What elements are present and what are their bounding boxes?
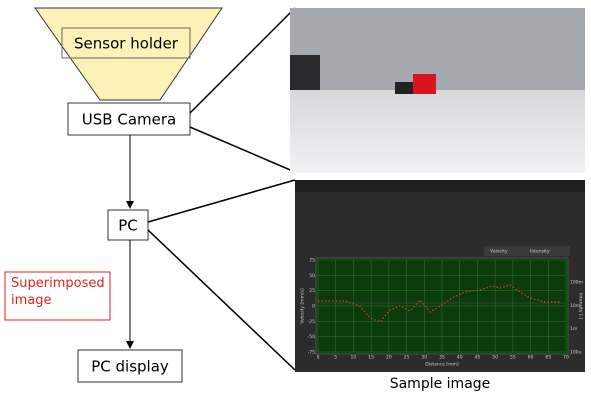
- y-tick-label: 0: [312, 304, 315, 310]
- x-axis-label: Distance [mm]: [425, 362, 459, 368]
- connector: [148, 180, 295, 222]
- x-tick-label: 0: [317, 355, 320, 361]
- x-tick-label: 55: [510, 355, 516, 361]
- x-tick-label: 20: [386, 355, 392, 361]
- y2-tick-label: 100m: [570, 280, 583, 286]
- x-tick-label: 5: [334, 355, 337, 361]
- node-label: PC display: [91, 358, 169, 376]
- y-tick-label: 50: [309, 273, 315, 279]
- node-label: PC: [118, 217, 138, 235]
- x-tick-label: 30: [421, 355, 427, 361]
- y2-tick-label: 100u: [570, 350, 582, 356]
- holder-shape: [35, 8, 222, 100]
- x-tick-label: 60: [528, 355, 534, 361]
- caption: Sample image: [390, 376, 491, 392]
- x-tick-label: 35: [439, 355, 445, 361]
- node-label: USB Camera: [82, 111, 176, 129]
- connector: [190, 127, 295, 172]
- y-tick-label: -25: [308, 319, 315, 325]
- x-tick-label: 50: [492, 355, 498, 361]
- y-tick-label: 75: [309, 258, 315, 264]
- x-tick-label: 45: [475, 355, 481, 361]
- connector: [148, 230, 295, 370]
- y-tick-label: -75: [308, 350, 315, 356]
- y-tick-label: 25: [309, 288, 315, 294]
- x-tick-label: 65: [545, 355, 551, 361]
- x-tick-label: 25: [404, 355, 410, 361]
- y-axis-label: Velocity [mm/s]: [300, 288, 306, 323]
- y2-tick-label: 1m: [570, 326, 577, 332]
- x-tick-label: 15: [368, 355, 374, 361]
- legend-label: Intensity: [530, 249, 550, 255]
- legend-label: Velocity: [490, 249, 508, 255]
- diagram: Sensor holder USB Camera PC PC display S…: [0, 0, 591, 397]
- x-tick-label: 70: [563, 355, 569, 361]
- x-tick-label: 40: [457, 355, 463, 361]
- x-tick-label: 10: [351, 355, 357, 361]
- software-screenshot: [295, 180, 585, 372]
- camera-photo: [290, 8, 585, 173]
- node-label: Sensor holder: [74, 35, 179, 53]
- y2-axis-label: Intensity [-]: [578, 293, 584, 319]
- y-tick-label: -50: [308, 334, 315, 340]
